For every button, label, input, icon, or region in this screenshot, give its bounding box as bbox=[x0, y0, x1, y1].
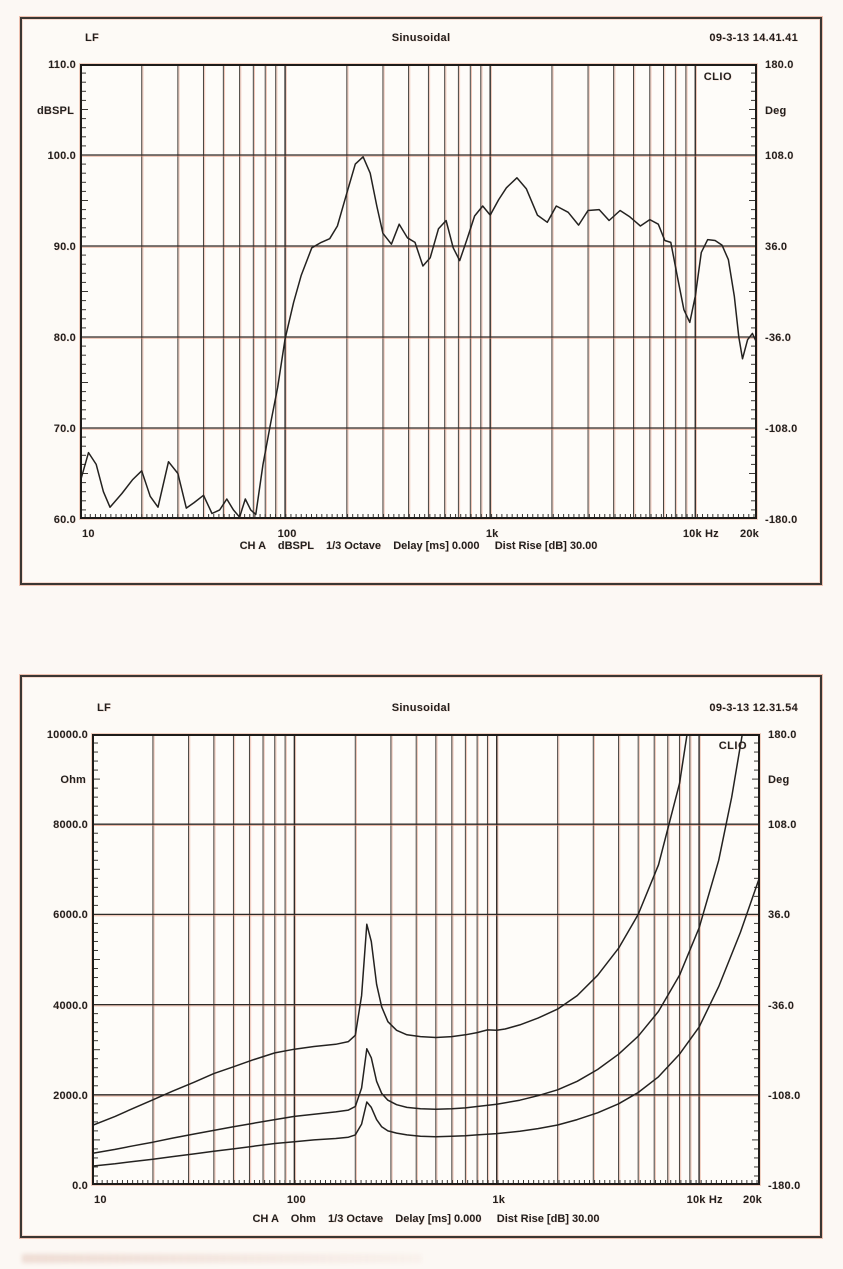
clio-watermark: CLIO bbox=[718, 740, 747, 752]
y2-axis-unit-label: Deg bbox=[768, 774, 790, 787]
impedance-chart-frame: LF Sinusoidal 09-3-13 12.31.54 CLIO 1000… bbox=[20, 675, 822, 1238]
spl-settings-caption: CH A dBSPL 1/3 Octave Delay [ms] 0.000 D… bbox=[239, 540, 598, 552]
y-axis-label: 0.0 bbox=[72, 1180, 88, 1192]
y-axis-label: 8000.0 bbox=[53, 819, 88, 832]
clio-watermark: CLIO bbox=[703, 71, 732, 83]
y2-axis-label: -108.0 bbox=[768, 1089, 801, 1102]
y2-axis-label: 108.0 bbox=[768, 819, 797, 832]
y2-axis-label: -180.0 bbox=[765, 514, 798, 526]
y2-axis-label: 36.0 bbox=[768, 909, 791, 922]
x-axis-label: 1k bbox=[485, 528, 499, 540]
x-axis-label: 10 bbox=[94, 1194, 107, 1206]
timestamp-label: 09-3-13 12.31.54 bbox=[709, 702, 798, 714]
x-axis-label: 10 bbox=[82, 528, 95, 540]
y2-axis-label: -36.0 bbox=[768, 999, 795, 1012]
x-axis-label: 100 bbox=[277, 528, 297, 540]
spl-chart-frame: LF Sinusoidal 09-3-13 14.41.41 CLIO 110.… bbox=[20, 17, 822, 585]
curve-impedance-high bbox=[92, 734, 688, 1127]
impedance-plot-area bbox=[92, 734, 760, 1185]
y-axis-label: 110.0 bbox=[48, 59, 76, 71]
y2-axis-label: 180.0 bbox=[768, 729, 797, 741]
y2-axis-label: -108.0 bbox=[765, 423, 798, 435]
y-axis-unit-label: dBSPL bbox=[36, 104, 74, 117]
signal-type-label: Sinusoidal bbox=[391, 702, 451, 714]
curve-impedance-low bbox=[92, 875, 760, 1167]
x-axis-label: 20k bbox=[740, 528, 759, 540]
x-axis-label: 20k bbox=[743, 1194, 762, 1206]
y-axis-label: 70.0 bbox=[53, 423, 76, 435]
x-axis-label: 10k Hz bbox=[682, 528, 719, 540]
y2-axis-label: 36.0 bbox=[765, 241, 788, 253]
y-axis-unit-label: Ohm bbox=[60, 774, 86, 787]
y-axis-label: 6000.0 bbox=[53, 909, 88, 922]
signal-type-label: Sinusoidal bbox=[391, 32, 451, 44]
y-axis-label: 80.0 bbox=[53, 332, 76, 344]
y-axis-label: 2000.0 bbox=[53, 1089, 88, 1102]
y2-axis-label: -36.0 bbox=[765, 332, 792, 344]
x-axis-label: 10k Hz bbox=[686, 1194, 723, 1206]
timestamp-label: 09-3-13 14.41.41 bbox=[709, 32, 798, 44]
curve-impedance-mid bbox=[92, 734, 744, 1155]
y2-axis-label: -180.0 bbox=[768, 1180, 801, 1192]
measurement-channel-label: LF bbox=[97, 702, 112, 714]
x-axis-label: 100 bbox=[286, 1194, 306, 1206]
y2-axis-label: 180.0 bbox=[765, 59, 794, 71]
y-axis-label: 10000.0 bbox=[46, 729, 88, 741]
y2-axis-label: 108.0 bbox=[765, 150, 794, 162]
y-axis-label: 90.0 bbox=[53, 241, 76, 253]
y2-axis-unit-label: Deg bbox=[765, 104, 787, 117]
y-axis-label: 4000.0 bbox=[53, 999, 88, 1012]
x-axis-label: 1k bbox=[492, 1194, 506, 1206]
curve-spl-response bbox=[80, 156, 757, 518]
measurement-channel-label: LF bbox=[85, 32, 100, 44]
spl-plot-area bbox=[80, 64, 757, 519]
y-axis-label: 60.0 bbox=[53, 514, 76, 526]
y-axis-label: 100.0 bbox=[47, 150, 76, 162]
scan-cutoff-artifact bbox=[22, 1254, 422, 1263]
impedance-settings-caption: CH A Ohm 1/3 Octave Delay [ms] 0.000 Dis… bbox=[252, 1213, 600, 1225]
